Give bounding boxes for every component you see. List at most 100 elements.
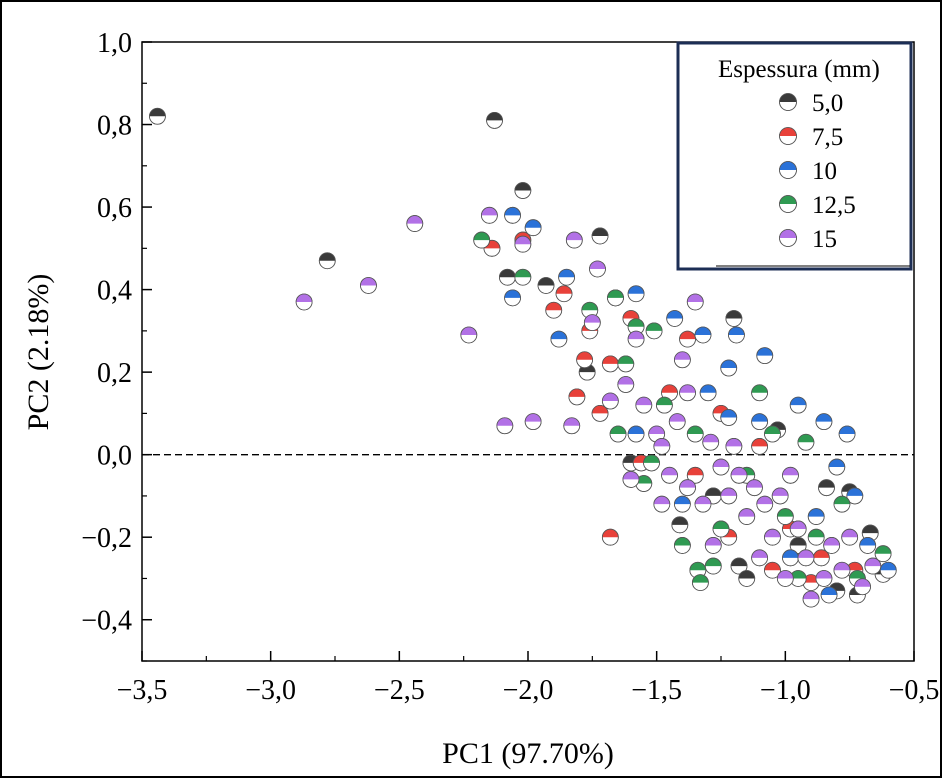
legend-title: Espessura (mm) bbox=[718, 56, 880, 83]
x-tick-label: −0,5 bbox=[889, 675, 940, 706]
data-point bbox=[764, 561, 781, 579]
y-tick-label: 0,8 bbox=[97, 111, 132, 142]
legend-items: 5,0 7,5 10 12,5 15 bbox=[779, 90, 856, 253]
data-point bbox=[746, 479, 763, 497]
data-point bbox=[591, 227, 609, 245]
data-point bbox=[568, 388, 586, 406]
data-point bbox=[771, 487, 789, 505]
legend-label: 5,0 bbox=[812, 90, 843, 117]
data-point bbox=[812, 549, 830, 567]
data-point bbox=[864, 557, 882, 575]
data-point bbox=[679, 479, 696, 497]
x-axis-ticks: −3,5 −3,0 −2,5 −2,0 −1,5 −1,0 −0,5 bbox=[117, 651, 940, 706]
data-point bbox=[859, 537, 877, 554]
data-point bbox=[653, 495, 671, 513]
data-point bbox=[720, 359, 738, 377]
data-point bbox=[738, 508, 756, 525]
data-point bbox=[635, 396, 653, 414]
x-tick-label: −2,0 bbox=[503, 675, 554, 706]
data-point bbox=[627, 330, 645, 348]
data-point bbox=[555, 285, 573, 303]
data-point bbox=[648, 425, 666, 443]
data-point bbox=[782, 466, 799, 484]
y-tick-label: 0,0 bbox=[97, 441, 132, 472]
data-point bbox=[496, 417, 514, 435]
data-point bbox=[591, 404, 609, 422]
legend-label: 7,5 bbox=[812, 124, 843, 151]
data-point bbox=[846, 487, 864, 505]
data-point bbox=[643, 454, 660, 472]
legend-label: 12,5 bbox=[812, 192, 856, 219]
data-point bbox=[655, 396, 673, 414]
data-point bbox=[802, 590, 820, 608]
data-point bbox=[563, 417, 581, 435]
data-point bbox=[617, 376, 635, 393]
data-point bbox=[627, 425, 645, 443]
data-point bbox=[782, 549, 799, 567]
x-tick-label: −3,0 bbox=[245, 675, 296, 706]
data-point bbox=[609, 425, 627, 443]
data-point bbox=[751, 384, 768, 402]
data-point bbox=[504, 206, 521, 224]
data-point bbox=[712, 458, 730, 476]
data-point bbox=[686, 425, 704, 443]
data-point bbox=[838, 425, 856, 443]
data-point bbox=[823, 537, 841, 554]
data-point bbox=[756, 347, 774, 365]
legend-box bbox=[676, 41, 913, 271]
data-point bbox=[789, 537, 807, 554]
data-point bbox=[514, 182, 532, 199]
data-point bbox=[674, 537, 691, 554]
y-axis-ticks: 1,0 0,8 0,6 0,4 0,2 0,0 −0,2 −0,4 bbox=[81, 28, 152, 662]
data-point bbox=[295, 293, 313, 311]
y-tick-label: 0,6 bbox=[97, 193, 132, 224]
data-point bbox=[789, 396, 807, 414]
data-point bbox=[514, 268, 532, 286]
data-point bbox=[699, 384, 717, 402]
legend-marker bbox=[779, 195, 797, 213]
data-point bbox=[751, 413, 768, 431]
y-tick-label: 1,0 bbox=[97, 28, 132, 59]
data-point bbox=[807, 508, 825, 525]
data-point bbox=[653, 438, 671, 455]
data-point bbox=[725, 310, 743, 327]
data-point bbox=[558, 268, 575, 286]
y-tick-label: 0,4 bbox=[97, 276, 132, 307]
data-point bbox=[815, 413, 833, 431]
data-point bbox=[504, 289, 521, 307]
x-tick-label: −1,0 bbox=[760, 675, 811, 706]
data-point bbox=[486, 112, 503, 129]
data-point bbox=[460, 326, 478, 344]
data-point bbox=[674, 351, 691, 369]
data-point bbox=[550, 330, 568, 348]
data-point bbox=[499, 268, 516, 286]
data-point bbox=[815, 570, 833, 587]
data-point bbox=[514, 235, 532, 253]
data-point bbox=[704, 557, 722, 575]
data-point bbox=[730, 466, 748, 484]
data-point bbox=[751, 549, 768, 567]
x-tick-label: −1,5 bbox=[631, 675, 682, 706]
data-point bbox=[545, 301, 563, 319]
data-point bbox=[627, 285, 645, 303]
data-point bbox=[776, 508, 794, 525]
data-point bbox=[694, 326, 712, 344]
x-axis-title: PC1 (97.70%) bbox=[442, 737, 614, 770]
data-point bbox=[751, 438, 768, 455]
y-tick-label: −0,4 bbox=[81, 606, 132, 637]
data-point bbox=[756, 495, 774, 513]
data-point bbox=[833, 561, 851, 579]
data-point bbox=[318, 252, 336, 270]
data-point bbox=[583, 314, 601, 332]
x-tick-label: −3,5 bbox=[117, 675, 168, 706]
data-point bbox=[879, 561, 897, 579]
data-point bbox=[480, 206, 498, 224]
data-point bbox=[674, 495, 691, 513]
data-point bbox=[730, 557, 748, 575]
data-point bbox=[818, 479, 835, 497]
data-point bbox=[601, 392, 619, 410]
data-point bbox=[702, 433, 720, 451]
data-point bbox=[668, 413, 686, 431]
data-point bbox=[725, 438, 743, 455]
